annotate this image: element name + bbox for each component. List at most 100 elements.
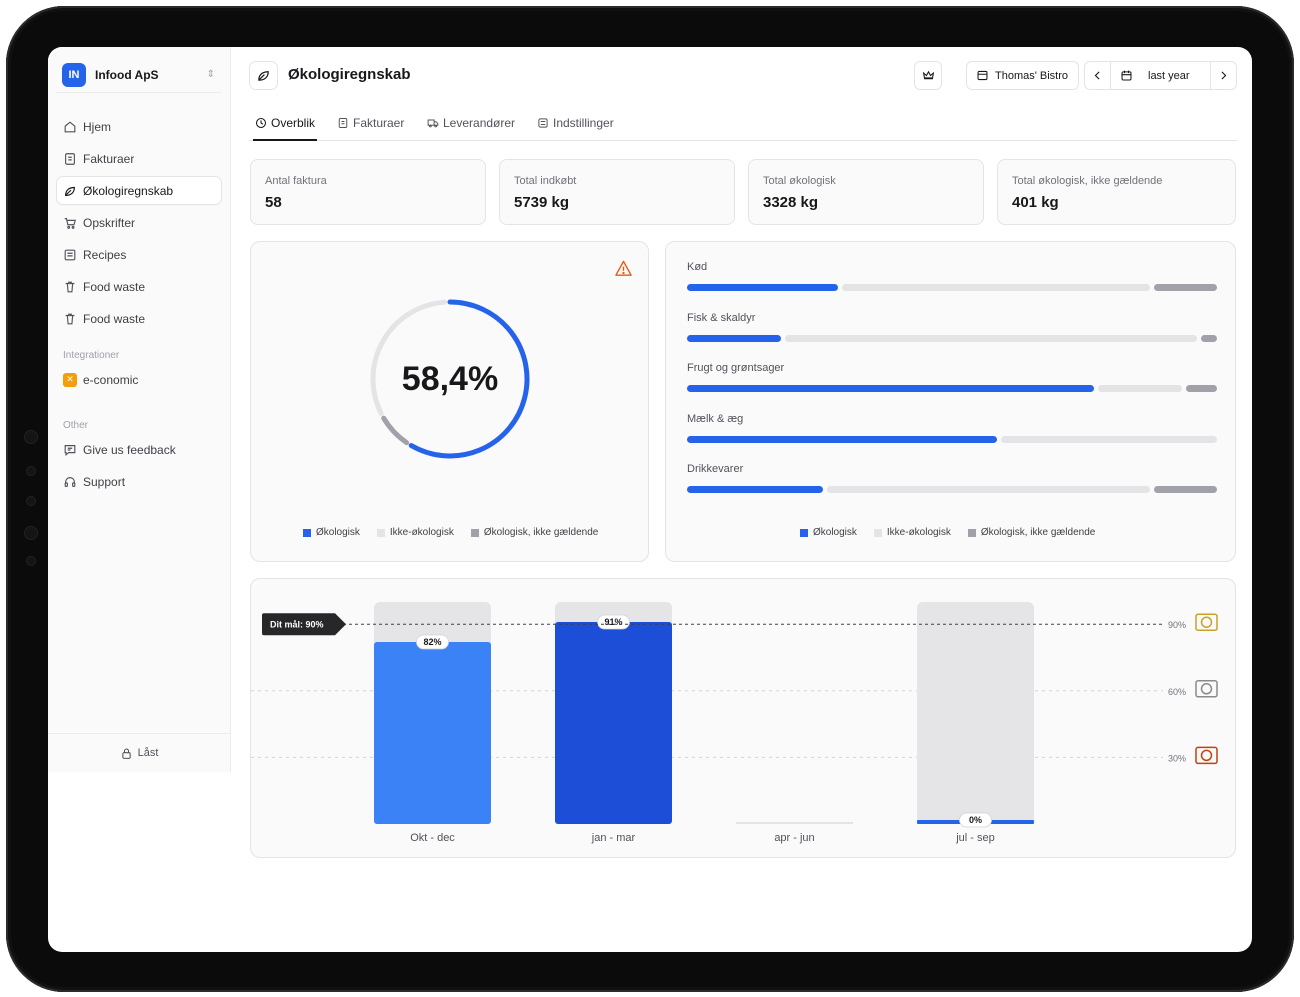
bar[interactable] <box>555 621 672 824</box>
legend-item-not-applicable: Økologisk, ikke gældende <box>470 527 598 538</box>
stat-card-organic-not-applicable: Total økologisk, ikke gældende 401 kg <box>997 159 1236 225</box>
invoice-icon <box>338 118 348 128</box>
bar-value-pill <box>416 634 449 650</box>
previous-period-button[interactable] <box>1085 62 1111 89</box>
sidebar-item-opskrifter[interactable]: Opskrifter <box>57 209 221 236</box>
stat-value: 58 <box>265 194 282 211</box>
tab-label: Indstillinger <box>553 116 614 130</box>
legend-item-not-applicable: Økologisk, ikke gældende <box>967 527 1096 538</box>
warning-icon[interactable] <box>614 259 633 278</box>
sensor-dot <box>26 556 36 566</box>
bar-value-label: 91% <box>604 617 622 627</box>
sidebar-item-support[interactable]: Support <box>57 468 221 495</box>
e-conomic-icon: ✕ <box>63 372 77 387</box>
workspace-logo: IN <box>62 62 86 87</box>
donut-legend: Økologisk Ikke-økologisk Økologisk, ikke… <box>303 527 615 538</box>
tab-indstillinger[interactable]: Indstillinger <box>537 116 614 141</box>
app-screen: IN Infood ApS ⇕ Hjem Fakturaer Økologire… <box>48 47 1252 952</box>
stat-label: Total indkøbt <box>514 175 577 187</box>
x-tick-label: apr - jun <box>774 832 814 844</box>
legend-swatch <box>303 528 311 537</box>
tab-fakturaer[interactable]: Fakturaer <box>337 116 404 141</box>
tab-label: Leverandører <box>443 116 516 130</box>
crown-button[interactable] <box>914 61 942 90</box>
sidebar-item-label: Recipes <box>83 247 127 262</box>
bar-segment-organic <box>687 486 823 493</box>
sidebar-item-label: Økologiregnskab <box>83 183 174 198</box>
location-selector[interactable]: Thomas' Bistro <box>966 61 1079 90</box>
sidebar-item-label: Opskrifter <box>83 215 136 230</box>
location-label: Thomas' Bistro <box>995 69 1069 82</box>
stat-card-invoices: Antal faktura 58 <box>250 159 486 225</box>
sidebar-item-feedback[interactable]: Give us feedback <box>57 436 221 463</box>
bar-segment-not-applicable <box>1154 284 1217 291</box>
organic-badge-icon <box>1195 746 1218 765</box>
legend-label: Ikke-økologisk <box>886 527 951 538</box>
sidebar-item-food-waste[interactable]: Food waste <box>57 273 221 300</box>
category-label: Drikkevarer <box>687 463 744 475</box>
chevron-right-icon <box>1221 71 1227 80</box>
reference-label: 60% <box>1168 687 1186 697</box>
bar[interactable] <box>374 641 491 824</box>
stat-label: Antal faktura <box>265 175 327 187</box>
stat-label: Total økologisk <box>763 175 836 187</box>
sidebar-item-recipes[interactable]: Recipes <box>57 241 221 268</box>
stat-card-total-purchased: Total indkøbt 5739 kg <box>499 159 735 225</box>
page-title: Økologiregnskab <box>288 66 411 83</box>
headset-icon <box>64 476 76 487</box>
bar-segment-organic <box>687 385 1095 392</box>
sensor-dot <box>26 496 36 506</box>
period-picker[interactable]: last year <box>1111 69 1210 82</box>
legend-label: Økologisk, ikke gældende <box>980 527 1096 538</box>
organic-share-donut <box>370 299 530 459</box>
bar-segment-not-applicable <box>1201 334 1217 342</box>
tab-leverandorer[interactable]: Leverandører <box>427 116 515 141</box>
category-bar <box>687 284 1217 291</box>
feedback-icon <box>64 444 76 456</box>
workspace-name: Infood ApS <box>95 67 159 82</box>
legend-item-organic: Økologisk <box>303 527 360 538</box>
workspace-switcher[interactable]: IN Infood ApS ⇕ <box>56 57 221 93</box>
bar-value-label: 0% <box>969 815 982 825</box>
legend-label: Økologisk <box>813 527 857 538</box>
sidebar-item-label: Hjem <box>83 119 112 134</box>
stat-value: 401 kg <box>1012 194 1059 211</box>
tab-bar: Overblik Fakturaer Leverandører Indstill… <box>249 109 1237 141</box>
sidebar-item-hjem[interactable]: Hjem <box>57 113 221 140</box>
legend-swatch <box>873 528 882 537</box>
page-icon-box <box>249 61 278 90</box>
category-label: Kød <box>687 261 708 273</box>
bar-segment-organic <box>687 284 839 291</box>
bar-segment-organic <box>687 435 998 443</box>
quarterly-organic-chart: 90% 60% 30% 82% Okt - dec 91% jan - mar apr - j… <box>251 602 1218 844</box>
sidebar-item-label: e-conomic <box>83 372 139 387</box>
tab-label: Fakturaer <box>353 116 405 130</box>
other-heading: Other <box>63 420 89 431</box>
lock-button[interactable]: Låst <box>48 733 230 772</box>
legend-swatch <box>470 528 479 537</box>
sensor-dot <box>24 526 38 540</box>
legend-item-non-organic: Ikke-økologisk <box>376 527 454 538</box>
quarterly-chart-panel: 90% 60% 30% 82% Okt - dec 91% jan - mar apr - j… <box>250 578 1236 858</box>
tab-overblik[interactable]: Overblik <box>253 116 318 141</box>
legend-swatch <box>967 528 976 537</box>
organic-badge-icon <box>1195 680 1218 698</box>
category-bar <box>687 486 1217 493</box>
lock-label: Låst <box>137 747 159 759</box>
sidebar-item-food-waste-2[interactable]: Food waste <box>57 305 221 332</box>
sidebar-item-okologiregnskab[interactable]: Økologiregnskab <box>57 177 221 204</box>
legend-item-non-organic: Ikke-økologisk <box>873 527 951 538</box>
x-tick-label: jul - sep <box>955 832 995 844</box>
next-period-button[interactable] <box>1210 62 1236 89</box>
legend-label: Ikke-økologisk <box>389 527 454 538</box>
sidebar-item-fakturaer[interactable]: Fakturaer <box>57 145 221 172</box>
sidebar-item-label: Give us feedback <box>83 442 176 457</box>
bar-background <box>917 602 1034 824</box>
donut-segment-organic <box>408 299 530 459</box>
bar-segment-organic <box>687 334 781 342</box>
bar-segment-non-organic <box>1001 435 1217 443</box>
goal-label: Dit mål: 90% <box>270 620 324 630</box>
settings-icon <box>538 118 548 128</box>
reference-label: 30% <box>1168 753 1186 763</box>
sidebar-item-e-conomic[interactable]: ✕ e-conomic <box>57 366 221 393</box>
